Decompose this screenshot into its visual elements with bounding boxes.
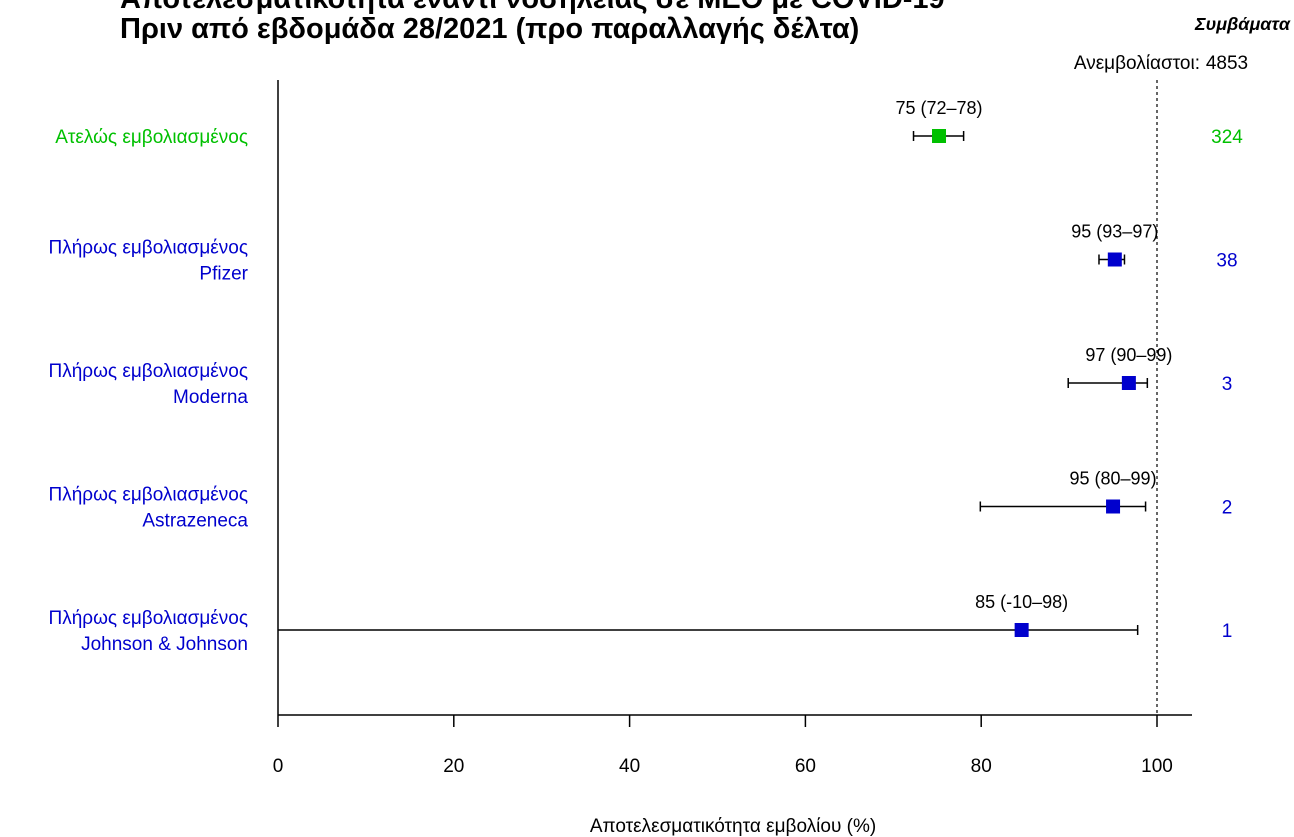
case-count: 3 <box>1222 374 1233 395</box>
chart-title: Αποτελεσματικότητα έναντι νοσηλείας σε Μ… <box>120 0 945 15</box>
estimate-marker <box>932 129 947 143</box>
forest-row: Πλήρως εμβολιασμένος Pfizer 95 (93–97) 38 <box>49 222 1238 285</box>
case-count: 324 <box>1211 127 1243 148</box>
case-count: 1 <box>1222 621 1233 642</box>
x-tick-label: 100 <box>1141 756 1173 777</box>
row-label-line2: Johnson & Johnson <box>81 634 248 655</box>
row-label-line1: Πλήρως εμβολιασμένος <box>49 485 249 506</box>
forest-row: Πλήρως εμβολιασμένος Astrazeneca 95 (80–99… <box>49 469 1233 532</box>
case-count: 38 <box>1216 251 1237 272</box>
unvaccinated-label: Ανεμβολίαστοι: <box>1074 53 1200 74</box>
x-tick-label: 60 <box>795 756 816 777</box>
row-label-line1: Ατελώς εμβολιασμένος <box>55 127 248 148</box>
x-axis-ticks: 0 20 40 60 80 100 <box>273 715 1173 777</box>
x-tick-label: 80 <box>971 756 992 777</box>
forest-row: Ατελώς εμβολιασμένος 75 (72–78) 324 <box>55 98 1243 148</box>
x-tick-label: 40 <box>619 756 640 777</box>
forest-row: Πλήρως εμβολιασμένος Johnson & Johnson 85 … <box>49 592 1233 655</box>
estimate-label: 97 (90–99) <box>1085 345 1172 365</box>
row-label-line1: Πλήρως εμβολιασμένος <box>49 608 249 629</box>
row-label-line2: Pfizer <box>199 264 248 285</box>
row-label-line2: Moderna <box>173 387 248 408</box>
forest-row: Πλήρως εμβολιασμένος Moderna 97 (90–99) 3 <box>49 345 1233 408</box>
estimate-marker <box>1121 376 1136 390</box>
unvaccinated-cases: 4853 <box>1206 53 1248 74</box>
estimate-label: 95 (93–97) <box>1071 222 1158 242</box>
cases-header: Συμβάματα <box>1194 14 1291 34</box>
x-tick-label: 0 <box>273 756 284 777</box>
estimate-label: 95 (80–99) <box>1070 469 1157 489</box>
row-label-line1: Πλήρως εμβολιασμένος <box>49 238 249 259</box>
estimate-marker <box>1107 252 1122 267</box>
forest-rows: Ατελώς εμβολιασμένος 75 (72–78) 324 Πλήρως … <box>49 98 1244 655</box>
chart-subtitle: Πριν από εβδομάδα 28/2021 (προ παραλλαγή… <box>120 13 859 45</box>
estimate-label: 85 (-10–98) <box>975 592 1068 612</box>
case-count: 2 <box>1222 498 1233 519</box>
row-label-line1: Πλήρως εμβολιασμένος <box>49 361 249 382</box>
estimate-marker <box>1106 499 1121 514</box>
x-axis-label: Αποτελεσματικότητα εμβολίου (%) <box>590 816 876 837</box>
estimate-marker <box>1014 623 1029 637</box>
row-label-line2: Astrazeneca <box>142 511 248 532</box>
x-tick-label: 20 <box>443 756 464 777</box>
estimate-label: 75 (72–78) <box>895 98 982 118</box>
